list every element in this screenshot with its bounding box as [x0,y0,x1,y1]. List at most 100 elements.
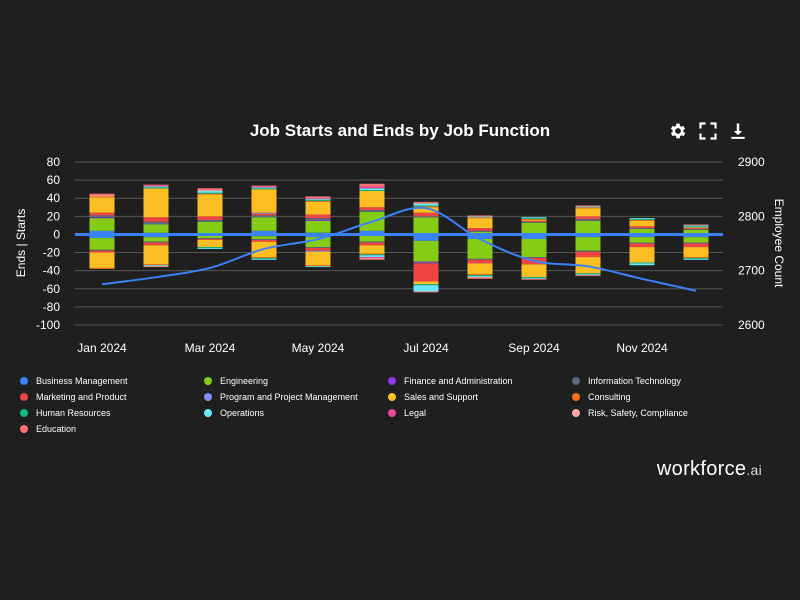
bar-segment-end[interactable] [413,261,439,263]
bar-segment-start[interactable] [683,227,709,229]
bar-segment-end[interactable] [143,265,169,267]
bar-segment-start[interactable] [359,183,385,187]
legend-item[interactable]: Sales and Support [388,390,572,403]
bar-segment-end[interactable] [359,255,385,258]
bar-segment-start[interactable] [413,201,439,203]
bar-segment-start[interactable] [197,216,223,220]
bar-segment-start[interactable] [521,217,547,219]
bar-segment-end[interactable] [305,266,331,268]
bar-segment-start[interactable] [521,222,547,234]
bar-segment-end[interactable] [467,277,493,278]
bar-segment-start[interactable] [143,187,169,189]
bar-segment-start[interactable] [683,224,709,226]
bar-segment-end[interactable] [197,239,223,248]
bar-segment-end[interactable] [683,237,709,243]
legend-item[interactable]: Finance and Administration [388,374,572,387]
bar-segment-start[interactable] [467,216,493,218]
bar-segment-start[interactable] [89,218,115,231]
legend-item[interactable]: Risk, Safety, Compliance [572,406,756,419]
bar-segment-start[interactable] [251,187,277,189]
bar-segment-start[interactable] [89,196,115,198]
bar-segment-start[interactable] [359,190,385,208]
bar-segment-end[interactable] [143,245,169,265]
bar-segment-start[interactable] [251,213,277,216]
bar-segment-start[interactable] [251,189,277,213]
bar-segment-end[interactable] [305,237,331,248]
bar-segment-start[interactable] [467,231,493,234]
bar-segment-end[interactable] [575,274,601,276]
bar-segment-end[interactable] [467,277,493,279]
bar-segment-start[interactable] [305,220,331,233]
bar-segment-end[interactable] [197,234,223,239]
bar-segment-end[interactable] [575,273,601,275]
bar-segment-end[interactable] [467,259,493,264]
bar-segment-end[interactable] [521,257,547,258]
bar-segment-start[interactable] [251,230,277,235]
bar-segment-end[interactable] [197,248,223,249]
bar-segment-end[interactable] [467,263,493,275]
bar-segment-start[interactable] [305,219,331,221]
bar-segment-end[interactable] [413,281,439,285]
bar-segment-start[interactable] [197,192,223,194]
bar-segment-end[interactable] [305,248,331,251]
bar-segment-end[interactable] [89,250,115,253]
bar-segment-end[interactable] [521,234,547,239]
bar-segment-end[interactable] [575,257,601,274]
bar-segment-start[interactable] [467,230,493,232]
bar-segment-end[interactable] [683,247,709,258]
bar-segment-start[interactable] [251,188,277,190]
bar-segment-start[interactable] [467,217,493,219]
bar-segment-end[interactable] [629,237,655,243]
legend-item[interactable]: Operations [204,406,388,419]
bar-segment-start[interactable] [575,220,601,235]
bar-segment-end[interactable] [683,257,709,258]
bar-segment-start[interactable] [197,194,223,217]
bar-segment-start[interactable] [251,186,277,188]
bar-segment-end[interactable] [359,254,385,256]
bar-segment-start[interactable] [521,220,547,222]
bar-segment-end[interactable] [683,258,709,260]
bar-segment-start[interactable] [251,212,277,214]
bar-segment-end[interactable] [467,275,493,277]
bar-segment-start[interactable] [89,212,115,216]
bar-segment-end[interactable] [89,249,115,251]
bar-segment-start[interactable] [413,205,439,207]
bar-segment-end[interactable] [683,243,709,248]
bar-segment-start[interactable] [197,219,223,222]
bar-segment-end[interactable] [89,238,115,250]
bar-segment-end[interactable] [197,238,223,240]
bar-segment-start[interactable] [467,215,493,217]
bar-segment-start[interactable] [359,190,385,191]
legend-item[interactable]: Education [20,422,204,435]
bar-segment-end[interactable] [143,241,169,243]
bar-segment-end[interactable] [413,291,439,293]
bar-segment-start[interactable] [305,200,331,201]
bar-segment-end[interactable] [521,238,547,258]
bar-segment-end[interactable] [521,264,547,278]
bar-segment-start[interactable] [413,216,439,218]
bar-segment-start[interactable] [521,219,547,220]
download-icon[interactable] [728,121,748,141]
bar-segment-start[interactable] [143,188,169,218]
bar-segment-start[interactable] [629,229,655,235]
bar-segment-start[interactable] [413,212,439,217]
bar-segment-start[interactable] [413,217,439,235]
bar-segment-end[interactable] [413,263,439,282]
bar-segment-end[interactable] [629,263,655,266]
bar-segment-start[interactable] [575,219,601,221]
bar-segment-start[interactable] [89,230,115,235]
bar-segment-end[interactable] [467,274,493,276]
bar-segment-end[interactable] [629,242,655,244]
bar-segment-end[interactable] [683,257,709,259]
bar-segment-start[interactable] [359,209,385,212]
bar-segment-start[interactable] [89,215,115,218]
legend-item[interactable]: Engineering [204,374,388,387]
legend-item[interactable]: Program and Project Management [204,390,388,403]
bar-segment-start[interactable] [413,207,439,213]
bar-segment-end[interactable] [305,247,331,249]
bar-segment-start[interactable] [575,206,601,208]
bar-segment-start[interactable] [683,229,709,234]
bar-segment-start[interactable] [359,207,385,210]
expand-icon[interactable] [698,121,718,141]
bar-segment-start[interactable] [305,214,331,219]
